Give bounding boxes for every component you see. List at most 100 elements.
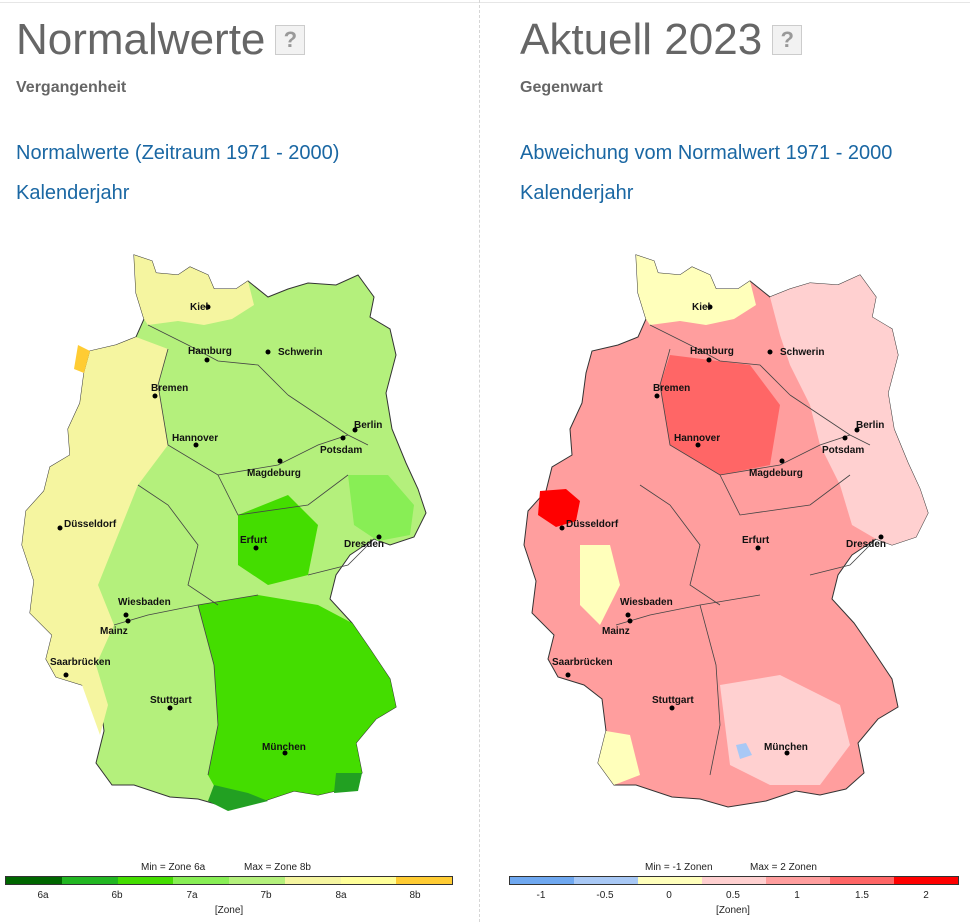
current-panel: Aktuell 2023 ? Gegenwart Abweichung vom … <box>482 0 970 922</box>
city-label-hannover: Hannover <box>172 433 218 444</box>
city-label-magdeburg: Magdeburg <box>247 468 301 479</box>
city-label-muenchen: München <box>262 742 306 753</box>
top-border <box>0 2 970 3</box>
legend-swatch <box>6 877 62 884</box>
city-dot-berlin <box>352 427 358 433</box>
period-link[interactable]: Normalwerte (Zeitraum 1971 - 2000) <box>16 142 340 164</box>
city-label-potsdam: Potsdam <box>822 445 864 456</box>
city-label-erfurt: Erfurt <box>240 535 268 546</box>
map-south-light <box>720 675 850 785</box>
panel-title: Aktuell 2023 <box>520 15 763 64</box>
panel-subtitle: Vergangenheit <box>16 79 127 96</box>
map-south-green <box>198 595 396 807</box>
legend-unit: [Zonen] <box>716 905 750 916</box>
legend-tick: 7a <box>186 890 198 901</box>
city-label-wiesbaden: Wiesbaden <box>118 597 171 608</box>
map-west-yellow <box>22 337 168 735</box>
city-label-saarbruecken: Saarbrücken <box>552 657 613 668</box>
state-borders <box>113 324 375 776</box>
legend-swatch <box>173 877 229 884</box>
period-link[interactable]: Abweichung vom Normalwert 1971 - 2000 <box>520 142 893 164</box>
map-center-green <box>238 495 318 585</box>
city-dot-muenchen <box>784 750 790 756</box>
map-alps-dark-east <box>334 773 362 793</box>
legend-tick: 6a <box>37 890 49 901</box>
city-dot-wiesbaden <box>625 612 631 618</box>
legend-tick: 8a <box>335 890 347 901</box>
city-dot-hannover <box>193 442 199 448</box>
city-label-dresden: Dresden <box>344 539 384 550</box>
legend-swatch <box>894 877 958 884</box>
city-label-schwerin: Schwerin <box>780 347 824 358</box>
legend-tick: 0.5 <box>726 890 740 901</box>
city-label-dresden: Dresden <box>846 539 886 550</box>
city-label-berlin: Berlin <box>856 420 884 431</box>
map-blue-spot <box>736 743 752 759</box>
map-north-light <box>636 255 756 325</box>
city-label-erfurt: Erfurt <box>742 535 770 546</box>
city-dot-erfurt <box>755 545 761 551</box>
city-dot-potsdam <box>340 435 346 441</box>
city-dot-hamburg <box>204 357 210 363</box>
panel-divider <box>479 0 480 922</box>
legend-tick: 8b <box>409 890 421 901</box>
zone-legend-bar <box>5 876 453 885</box>
city-label-duesseldorf: Düsseldorf <box>64 519 117 530</box>
city-label-schwerin: Schwerin <box>278 347 322 358</box>
city-dot-kiel <box>707 304 713 310</box>
map-regions <box>21 254 427 811</box>
city-label-potsdam: Potsdam <box>320 445 362 456</box>
city-dot-schwerin <box>265 349 271 355</box>
city-label-stuttgart: Stuttgart <box>150 695 192 706</box>
city-dot-stuttgart <box>669 705 675 711</box>
city-label-mainz: Mainz <box>602 626 630 637</box>
help-button[interactable]: ? <box>275 25 306 55</box>
city-label-hannover: Hannover <box>674 433 720 444</box>
city-label-hamburg: Hamburg <box>188 346 232 357</box>
city-dot-saarbruecken <box>63 672 69 678</box>
legend-tick: 0 <box>666 890 672 901</box>
city-dot-potsdam <box>842 435 848 441</box>
help-button[interactable]: ? <box>772 25 803 55</box>
germany-deviation-map: Kiel Hamburg Schwerin Bremen Berlin Hann… <box>523 254 929 808</box>
city-label-kiel: Kiel <box>190 302 209 313</box>
city-label-wiesbaden: Wiesbaden <box>620 597 673 608</box>
city-dot-hamburg <box>706 357 712 363</box>
panel-title: Normalwerte <box>16 15 266 64</box>
city-dot-erfurt <box>253 545 259 551</box>
legend-swatch <box>284 877 341 884</box>
city-label-saarbruecken: Saarbrücken <box>50 657 111 668</box>
city-dot-mainz <box>125 618 131 624</box>
map-max-red <box>538 489 580 527</box>
city-dot-duesseldorf <box>57 525 63 531</box>
normals-title-row: Normalwerte ? <box>16 15 306 64</box>
legend-swatch <box>574 877 638 884</box>
calendar-year-link[interactable]: Kalenderjahr <box>520 182 634 204</box>
map-lowersaxony-deep <box>660 355 780 475</box>
city-dot-bremen <box>654 393 660 399</box>
city-dot-wiesbaden <box>123 612 129 618</box>
city-label-mainz: Mainz <box>100 626 128 637</box>
city-dot-mainz <box>627 618 633 624</box>
city-label-berlin: Berlin <box>354 420 382 431</box>
calendar-year-link[interactable]: Kalenderjahr <box>16 182 130 204</box>
city-label-hamburg: Hamburg <box>690 346 734 357</box>
city-dot-kiel <box>205 304 211 310</box>
map-coast-orange <box>74 345 90 373</box>
city-label-magdeburg: Magdeburg <box>749 468 803 479</box>
city-dot-duesseldorf <box>559 525 565 531</box>
legend-swatch <box>117 877 174 884</box>
city-dot-schwerin <box>767 349 773 355</box>
city-label-kiel: Kiel <box>692 302 711 313</box>
city-dot-muenchen <box>282 750 288 756</box>
legend-swatch <box>638 877 702 884</box>
legend-tick: -0.5 <box>596 890 614 901</box>
map-northeast-light <box>770 275 928 545</box>
legend-swatch <box>229 877 285 884</box>
city-dot-stuttgart <box>167 705 173 711</box>
city-dot-saarbruecken <box>565 672 571 678</box>
map-alps-dark <box>208 785 268 811</box>
city-label-duesseldorf: Düsseldorf <box>566 519 619 530</box>
city-dot-berlin <box>854 427 860 433</box>
legend-swatch <box>340 877 397 884</box>
